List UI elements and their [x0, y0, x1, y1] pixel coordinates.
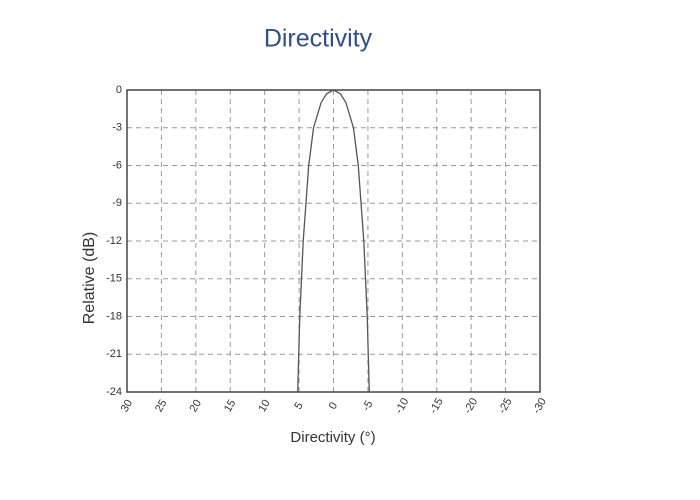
x-tick-label: 5	[292, 400, 305, 411]
data-line	[297, 89, 370, 393]
x-tick-label: -20	[462, 396, 480, 416]
chart-title: Directivity	[264, 25, 373, 53]
y-tick-label: -12	[106, 235, 122, 247]
x-tick-label: 0	[327, 400, 340, 411]
y-axis-label: Relative (dB)	[81, 232, 98, 324]
x-tick-label: 15	[222, 398, 239, 415]
y-tick-label: -6	[112, 159, 122, 171]
y-tick-label: -18	[106, 310, 122, 322]
y-tick-label: -3	[112, 122, 122, 134]
y-tick-label: -24	[106, 386, 122, 398]
x-tick-label: 30	[119, 398, 136, 415]
x-tick-label: 25	[153, 398, 170, 415]
x-tick-label: -10	[393, 396, 411, 416]
x-axis-label: Directivity (°)	[290, 429, 375, 446]
x-tick-label: -15	[427, 396, 445, 416]
x-tick-label: -25	[496, 396, 514, 416]
x-tick-label: -30	[531, 396, 549, 416]
x-tick-label: -5	[360, 399, 375, 413]
y-tick-label: 0	[116, 84, 122, 96]
y-tick-label: -21	[106, 348, 122, 360]
y-tick-label: -15	[106, 273, 122, 285]
x-tick-label: 20	[187, 398, 204, 415]
y-tick-label: -9	[112, 197, 122, 209]
x-tick-label: 10	[256, 398, 273, 415]
